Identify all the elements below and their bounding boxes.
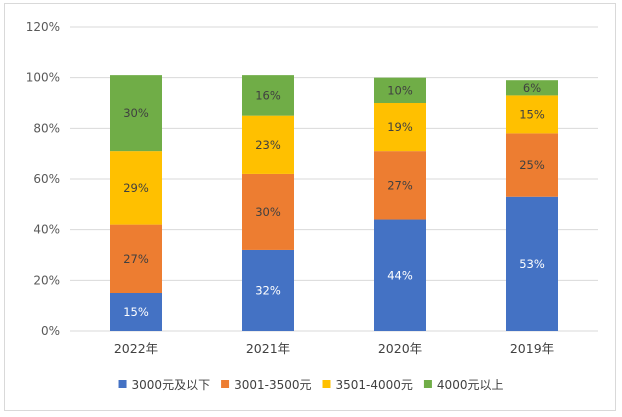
data-label: 29% bbox=[123, 181, 149, 195]
legend-swatch bbox=[221, 380, 230, 388]
x-axis-ticks: 2022年 2021年 2020年 2019年 bbox=[114, 341, 554, 356]
data-label: 30% bbox=[123, 106, 149, 120]
data-label: 30% bbox=[255, 205, 281, 219]
data-label: 15% bbox=[519, 107, 545, 121]
legend-label: 4000元以上 bbox=[437, 378, 504, 392]
data-label: 6% bbox=[523, 81, 541, 95]
bar-segment bbox=[506, 196, 558, 331]
bar-segment bbox=[110, 224, 162, 293]
data-label: 15% bbox=[123, 305, 149, 319]
bar-segment bbox=[110, 293, 162, 331]
y-axis-ticks: 0% 20% 40% 60% 80% 100% 120% bbox=[26, 20, 60, 338]
bar-segment bbox=[374, 77, 426, 103]
legend-swatch bbox=[118, 380, 127, 388]
y-tick-label: 120% bbox=[26, 20, 60, 34]
data-label: 44% bbox=[387, 268, 413, 282]
data-label: 25% bbox=[519, 158, 545, 172]
bar-segment bbox=[506, 95, 558, 134]
bar-segment bbox=[242, 249, 294, 331]
y-tick-label: 60% bbox=[33, 172, 60, 186]
data-labels: 15% 27% 29% 30% 32% 30% 23% 16% 44% 27% 19% 10% 53% 2… bbox=[123, 81, 545, 319]
bar-segment bbox=[242, 173, 294, 250]
bar-segment bbox=[242, 75, 294, 116]
data-label: 53% bbox=[519, 257, 545, 271]
y-tick-label: 80% bbox=[33, 121, 60, 135]
bars bbox=[110, 75, 558, 331]
data-label: 27% bbox=[387, 178, 413, 192]
legend-swatch bbox=[423, 380, 432, 388]
y-tick-label: 20% bbox=[33, 273, 60, 287]
legend-label: 3501-4000元 bbox=[336, 378, 413, 392]
data-label: 10% bbox=[387, 83, 413, 97]
x-tick-label: 2022年 bbox=[114, 341, 158, 356]
x-tick-label: 2020年 bbox=[378, 341, 422, 356]
bar-segment bbox=[374, 219, 426, 331]
bar-segment bbox=[110, 151, 162, 225]
bar-segment bbox=[374, 103, 426, 152]
bar-segment bbox=[374, 151, 426, 220]
data-label: 27% bbox=[123, 252, 149, 266]
y-tick-label: 0% bbox=[41, 324, 60, 338]
data-label: 19% bbox=[387, 120, 413, 134]
x-tick-label: 2019年 bbox=[510, 341, 554, 356]
data-label: 16% bbox=[255, 88, 281, 102]
legend-swatch bbox=[322, 380, 331, 388]
x-tick-label: 2021年 bbox=[246, 341, 290, 356]
legend-label: 3000元及以下 bbox=[132, 378, 211, 392]
bar-segment bbox=[110, 75, 162, 152]
y-tick-label: 40% bbox=[33, 223, 60, 237]
data-label: 32% bbox=[255, 283, 281, 297]
y-tick-label: 100% bbox=[26, 71, 60, 85]
data-label: 23% bbox=[255, 138, 281, 152]
legend-label: 3001-3500元 bbox=[234, 378, 311, 392]
legend: 3000元及以下 3001-3500元 3501-4000元 4000元以上 bbox=[118, 378, 504, 392]
bar-segment bbox=[506, 80, 558, 96]
bar-segment bbox=[506, 133, 558, 197]
bar-segment bbox=[242, 115, 294, 174]
